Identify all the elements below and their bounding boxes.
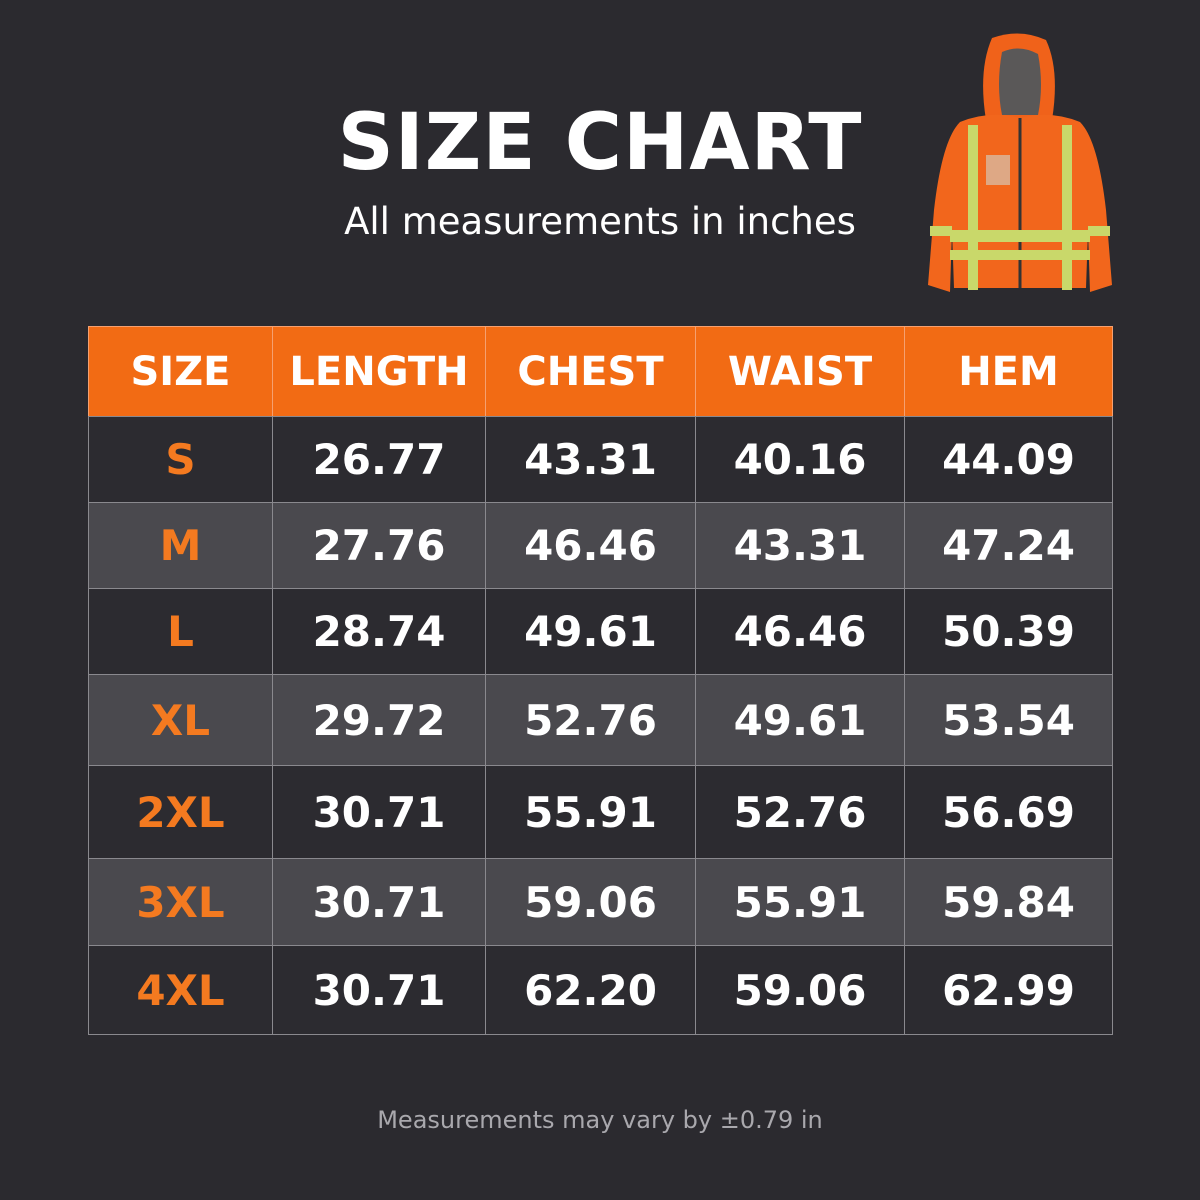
header-cell: WAIST xyxy=(695,326,905,417)
subtitle: All measurements in inches xyxy=(344,200,856,243)
footer-note: Measurements may vary by ±0.79 in xyxy=(377,1106,823,1134)
value-cell: 55.91 xyxy=(485,765,696,859)
size-cell: S xyxy=(88,416,273,503)
value-cell: 59.06 xyxy=(485,858,696,946)
value-cell: 30.71 xyxy=(272,858,486,946)
value-cell: 59.84 xyxy=(904,858,1113,946)
value-cell: 43.31 xyxy=(485,416,696,503)
value-cell: 30.71 xyxy=(272,945,486,1035)
size-cell: 2XL xyxy=(88,765,273,859)
value-cell: 46.46 xyxy=(695,588,905,675)
value-cell: 53.54 xyxy=(904,674,1113,766)
value-cell: 62.20 xyxy=(485,945,696,1035)
value-cell: 28.74 xyxy=(272,588,486,675)
value-cell: 62.99 xyxy=(904,945,1113,1035)
header-cell: SIZE xyxy=(88,326,273,417)
value-cell: 52.76 xyxy=(485,674,696,766)
value-cell: 40.16 xyxy=(695,416,905,503)
value-cell: 49.61 xyxy=(485,588,696,675)
title: SIZE CHART xyxy=(337,98,863,188)
size-cell: 4XL xyxy=(88,945,273,1035)
value-cell: 59.06 xyxy=(695,945,905,1035)
jacket-image xyxy=(928,33,1112,292)
value-cell: 46.46 xyxy=(485,502,696,589)
size-cell: XL xyxy=(88,674,273,766)
value-cell: 43.31 xyxy=(695,502,905,589)
value-cell: 56.69 xyxy=(904,765,1113,859)
header-cell: CHEST xyxy=(485,326,696,417)
value-cell: 47.24 xyxy=(904,502,1113,589)
header-cell: LENGTH xyxy=(272,326,486,417)
value-cell: 30.71 xyxy=(272,765,486,859)
header-cell: HEM xyxy=(904,326,1113,417)
value-cell: 50.39 xyxy=(904,588,1113,675)
value-cell: 55.91 xyxy=(695,858,905,946)
value-cell: 27.76 xyxy=(272,502,486,589)
value-cell: 29.72 xyxy=(272,674,486,766)
size-cell: M xyxy=(88,502,273,589)
value-cell: 26.77 xyxy=(272,416,486,503)
value-cell: 49.61 xyxy=(695,674,905,766)
size-cell: L xyxy=(88,588,273,675)
value-cell: 44.09 xyxy=(904,416,1113,503)
value-cell: 52.76 xyxy=(695,765,905,859)
size-cell: 3XL xyxy=(88,858,273,946)
